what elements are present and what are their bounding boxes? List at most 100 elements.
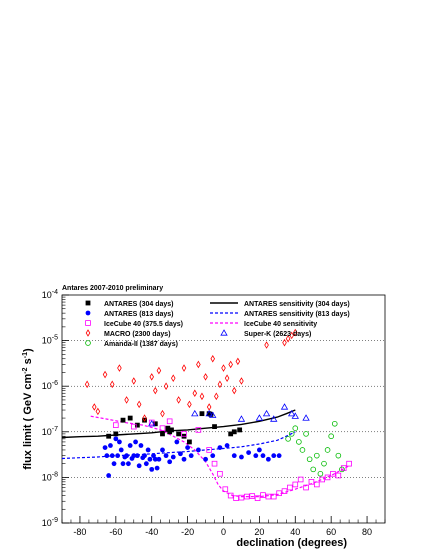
data-point: [115, 453, 121, 459]
series-points-2: [113, 418, 352, 501]
data-point: [227, 492, 234, 499]
y-axis-label-main: flux limit ( GeV cm: [22, 373, 34, 469]
data-point: [136, 463, 142, 469]
data-point: [151, 453, 156, 459]
data-point: [238, 494, 245, 501]
data-point: [217, 470, 223, 477]
data-point: [297, 476, 304, 483]
data-point: [113, 436, 119, 442]
data-point: [206, 403, 212, 411]
data-point: [203, 373, 208, 381]
legend-marker: [85, 320, 91, 326]
data-point: [302, 414, 310, 421]
data-point: [262, 409, 271, 417]
data-point: [106, 433, 112, 439]
data-point: [211, 460, 218, 467]
data-point: [102, 370, 108, 379]
data-point: [292, 425, 299, 431]
data-point: [165, 425, 171, 431]
data-point: [170, 374, 176, 382]
data-point: [142, 453, 147, 459]
data-point: [306, 456, 313, 463]
data-point: [125, 461, 131, 467]
data-point: [237, 415, 246, 422]
legend-label: Super-K (2623 days): [244, 331, 311, 338]
data-point: [276, 453, 282, 459]
data-point: [145, 447, 151, 453]
chart-title: Antares 2007-2010 preliminary: [62, 285, 163, 292]
y-axis-label: flux limit ( GeV cm-2 s-1): [22, 348, 34, 470]
x-tick-label: 80: [362, 527, 372, 537]
data-point: [124, 453, 129, 459]
data-point: [106, 473, 112, 478]
data-point: [117, 364, 122, 372]
data-point: [127, 415, 133, 421]
data-point: [346, 460, 352, 467]
data-point: [335, 472, 342, 479]
data-point: [195, 447, 201, 453]
data-point: [246, 450, 252, 455]
data-point: [109, 453, 115, 459]
data-point: [176, 431, 182, 437]
data-point: [92, 403, 97, 411]
legend-marker: [85, 310, 91, 316]
data-point: [209, 411, 217, 418]
legend-label: ANTARES sensitivity (304 days): [244, 301, 350, 308]
legend-label: IceCube 40 (375.5 days): [104, 321, 183, 328]
data-point: [270, 493, 277, 500]
data-point: [192, 389, 198, 398]
data-point: [265, 493, 272, 500]
data-point: [117, 439, 122, 445]
series-line-0: [61, 409, 296, 439]
data-point: [142, 414, 147, 422]
data-point: [159, 425, 166, 431]
data-point: [224, 374, 230, 382]
data-point: [276, 490, 282, 497]
data-point: [109, 380, 115, 389]
data-point: [239, 377, 244, 385]
y-tick-label: 10-6: [42, 380, 58, 391]
data-point: [260, 492, 266, 498]
x-tick-label: -20: [181, 527, 194, 537]
data-point: [108, 443, 113, 448]
data-point: [152, 421, 158, 427]
data-point: [296, 439, 302, 445]
axes: 10-9 10-8 10-7 10-6 10-5 10-4 -80 -60 -40 -20 0 20 4…: [42, 289, 386, 537]
data-point: [147, 456, 153, 462]
data-point: [187, 400, 192, 409]
data-point: [281, 488, 288, 494]
x-tick-label: 0: [221, 527, 226, 537]
data-point: [210, 453, 216, 459]
data-point: [134, 422, 140, 428]
data-series: [61, 328, 352, 501]
data-point: [181, 364, 187, 372]
data-point: [113, 422, 119, 428]
data-point: [205, 409, 213, 417]
data-point: [254, 495, 261, 501]
data-point: [149, 373, 154, 381]
data-point: [303, 431, 309, 437]
data-point: [134, 453, 140, 459]
data-point: [131, 377, 137, 385]
data-point: [160, 409, 165, 418]
data-point: [330, 470, 336, 477]
legend-marker: [85, 300, 91, 306]
x-tick-label: -60: [109, 527, 122, 537]
plot-frame: [61, 294, 386, 524]
x-tick-label: -80: [73, 527, 86, 537]
data-point: [255, 414, 264, 421]
data-point: [120, 417, 126, 423]
legend-label: Amanda-II (1387 days): [104, 341, 178, 348]
data-point: [291, 412, 299, 419]
data-point: [174, 439, 180, 445]
data-point: [176, 396, 181, 404]
y-tick-label: 10-4: [42, 289, 58, 300]
data-point: [249, 493, 256, 499]
data-point: [285, 436, 291, 442]
legend-label: ANTARES (304 days): [104, 301, 174, 308]
data-point: [285, 334, 291, 343]
data-point: [288, 431, 295, 437]
data-point: [324, 474, 331, 481]
x-tick-label: 60: [326, 527, 336, 537]
data-point: [280, 403, 289, 410]
